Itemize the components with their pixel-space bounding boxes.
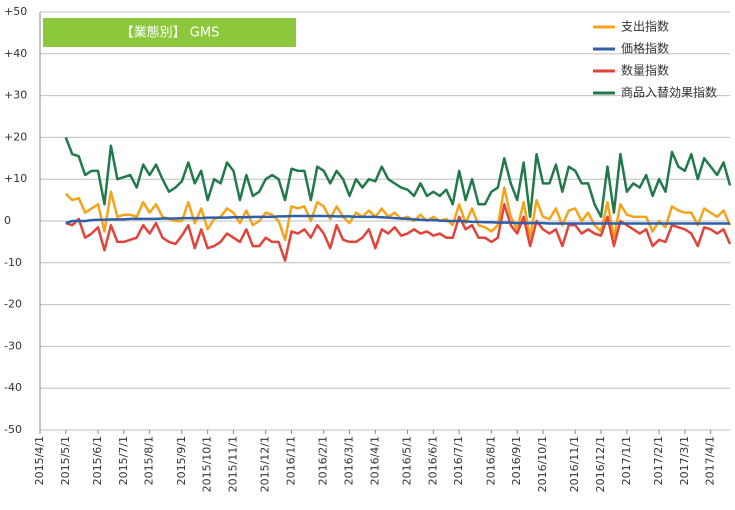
x-tick-label: 2016/8/1 xyxy=(484,436,497,485)
x-tick-label: 2015/12/1 xyxy=(259,436,272,492)
x-tick-label: 2015/4/1 xyxy=(33,436,46,485)
x-tick-label: 2016/1/1 xyxy=(284,436,297,485)
legend-label: 商品入替効果指数 xyxy=(621,85,717,100)
x-tick-label: 2016/10/1 xyxy=(536,436,549,492)
x-tick-label: 2015/11/1 xyxy=(226,436,239,492)
x-tick-label: 2016/9/1 xyxy=(510,436,523,485)
y-tick-label: 0 xyxy=(4,214,11,227)
y-tick-label: +50 xyxy=(4,5,27,18)
series-line xyxy=(65,203,732,262)
y-tick-label: -10 xyxy=(4,256,22,269)
x-tick-label: 2017/2/1 xyxy=(652,436,665,485)
x-tick-label: 2016/12/1 xyxy=(594,436,607,492)
y-tick-label: -30 xyxy=(4,339,22,352)
title-box xyxy=(43,18,296,47)
x-tick-label: 2017/1/1 xyxy=(620,436,633,485)
series-line xyxy=(64,186,732,242)
x-tick-label: 2016/11/1 xyxy=(568,436,581,492)
x-tick-label: 2017/3/1 xyxy=(678,436,691,485)
x-tick-label: 2015/8/1 xyxy=(143,436,156,485)
legend-label: 数量指数 xyxy=(621,63,669,78)
x-tick-label: 2016/2/1 xyxy=(317,436,330,485)
x-tick-label: 2015/6/1 xyxy=(91,436,104,485)
y-tick-label: +40 xyxy=(4,47,27,60)
y-tick-label: -50 xyxy=(4,423,22,436)
x-tick-label: 2016/7/1 xyxy=(452,436,465,485)
y-tick-label: -40 xyxy=(4,381,22,394)
y-tick-label: +20 xyxy=(4,130,27,143)
x-tick-label: 2015/10/1 xyxy=(201,436,214,492)
x-tick-label: 2016/5/1 xyxy=(401,436,414,485)
x-tick-label: 2017/4/1 xyxy=(704,436,717,485)
chart-title: 【業態別】 GMS xyxy=(121,25,220,41)
series-line xyxy=(65,214,730,225)
x-tick-label: 2015/9/1 xyxy=(175,436,188,485)
series-line xyxy=(64,136,732,219)
x-tick-label: 2015/5/1 xyxy=(59,436,72,485)
x-tick-label: 2016/6/1 xyxy=(426,436,439,485)
x-tick-label: 2015/7/1 xyxy=(117,436,130,485)
y-tick-label: +10 xyxy=(4,172,27,185)
y-tick-label: -20 xyxy=(4,298,22,311)
y-tick-label: +30 xyxy=(4,89,27,102)
legend-label: 価格指数 xyxy=(621,41,669,56)
x-tick-label: 2016/4/1 xyxy=(368,436,381,485)
x-tick-label: 2016/3/1 xyxy=(343,436,356,485)
legend-label: 支出指数 xyxy=(621,19,669,34)
